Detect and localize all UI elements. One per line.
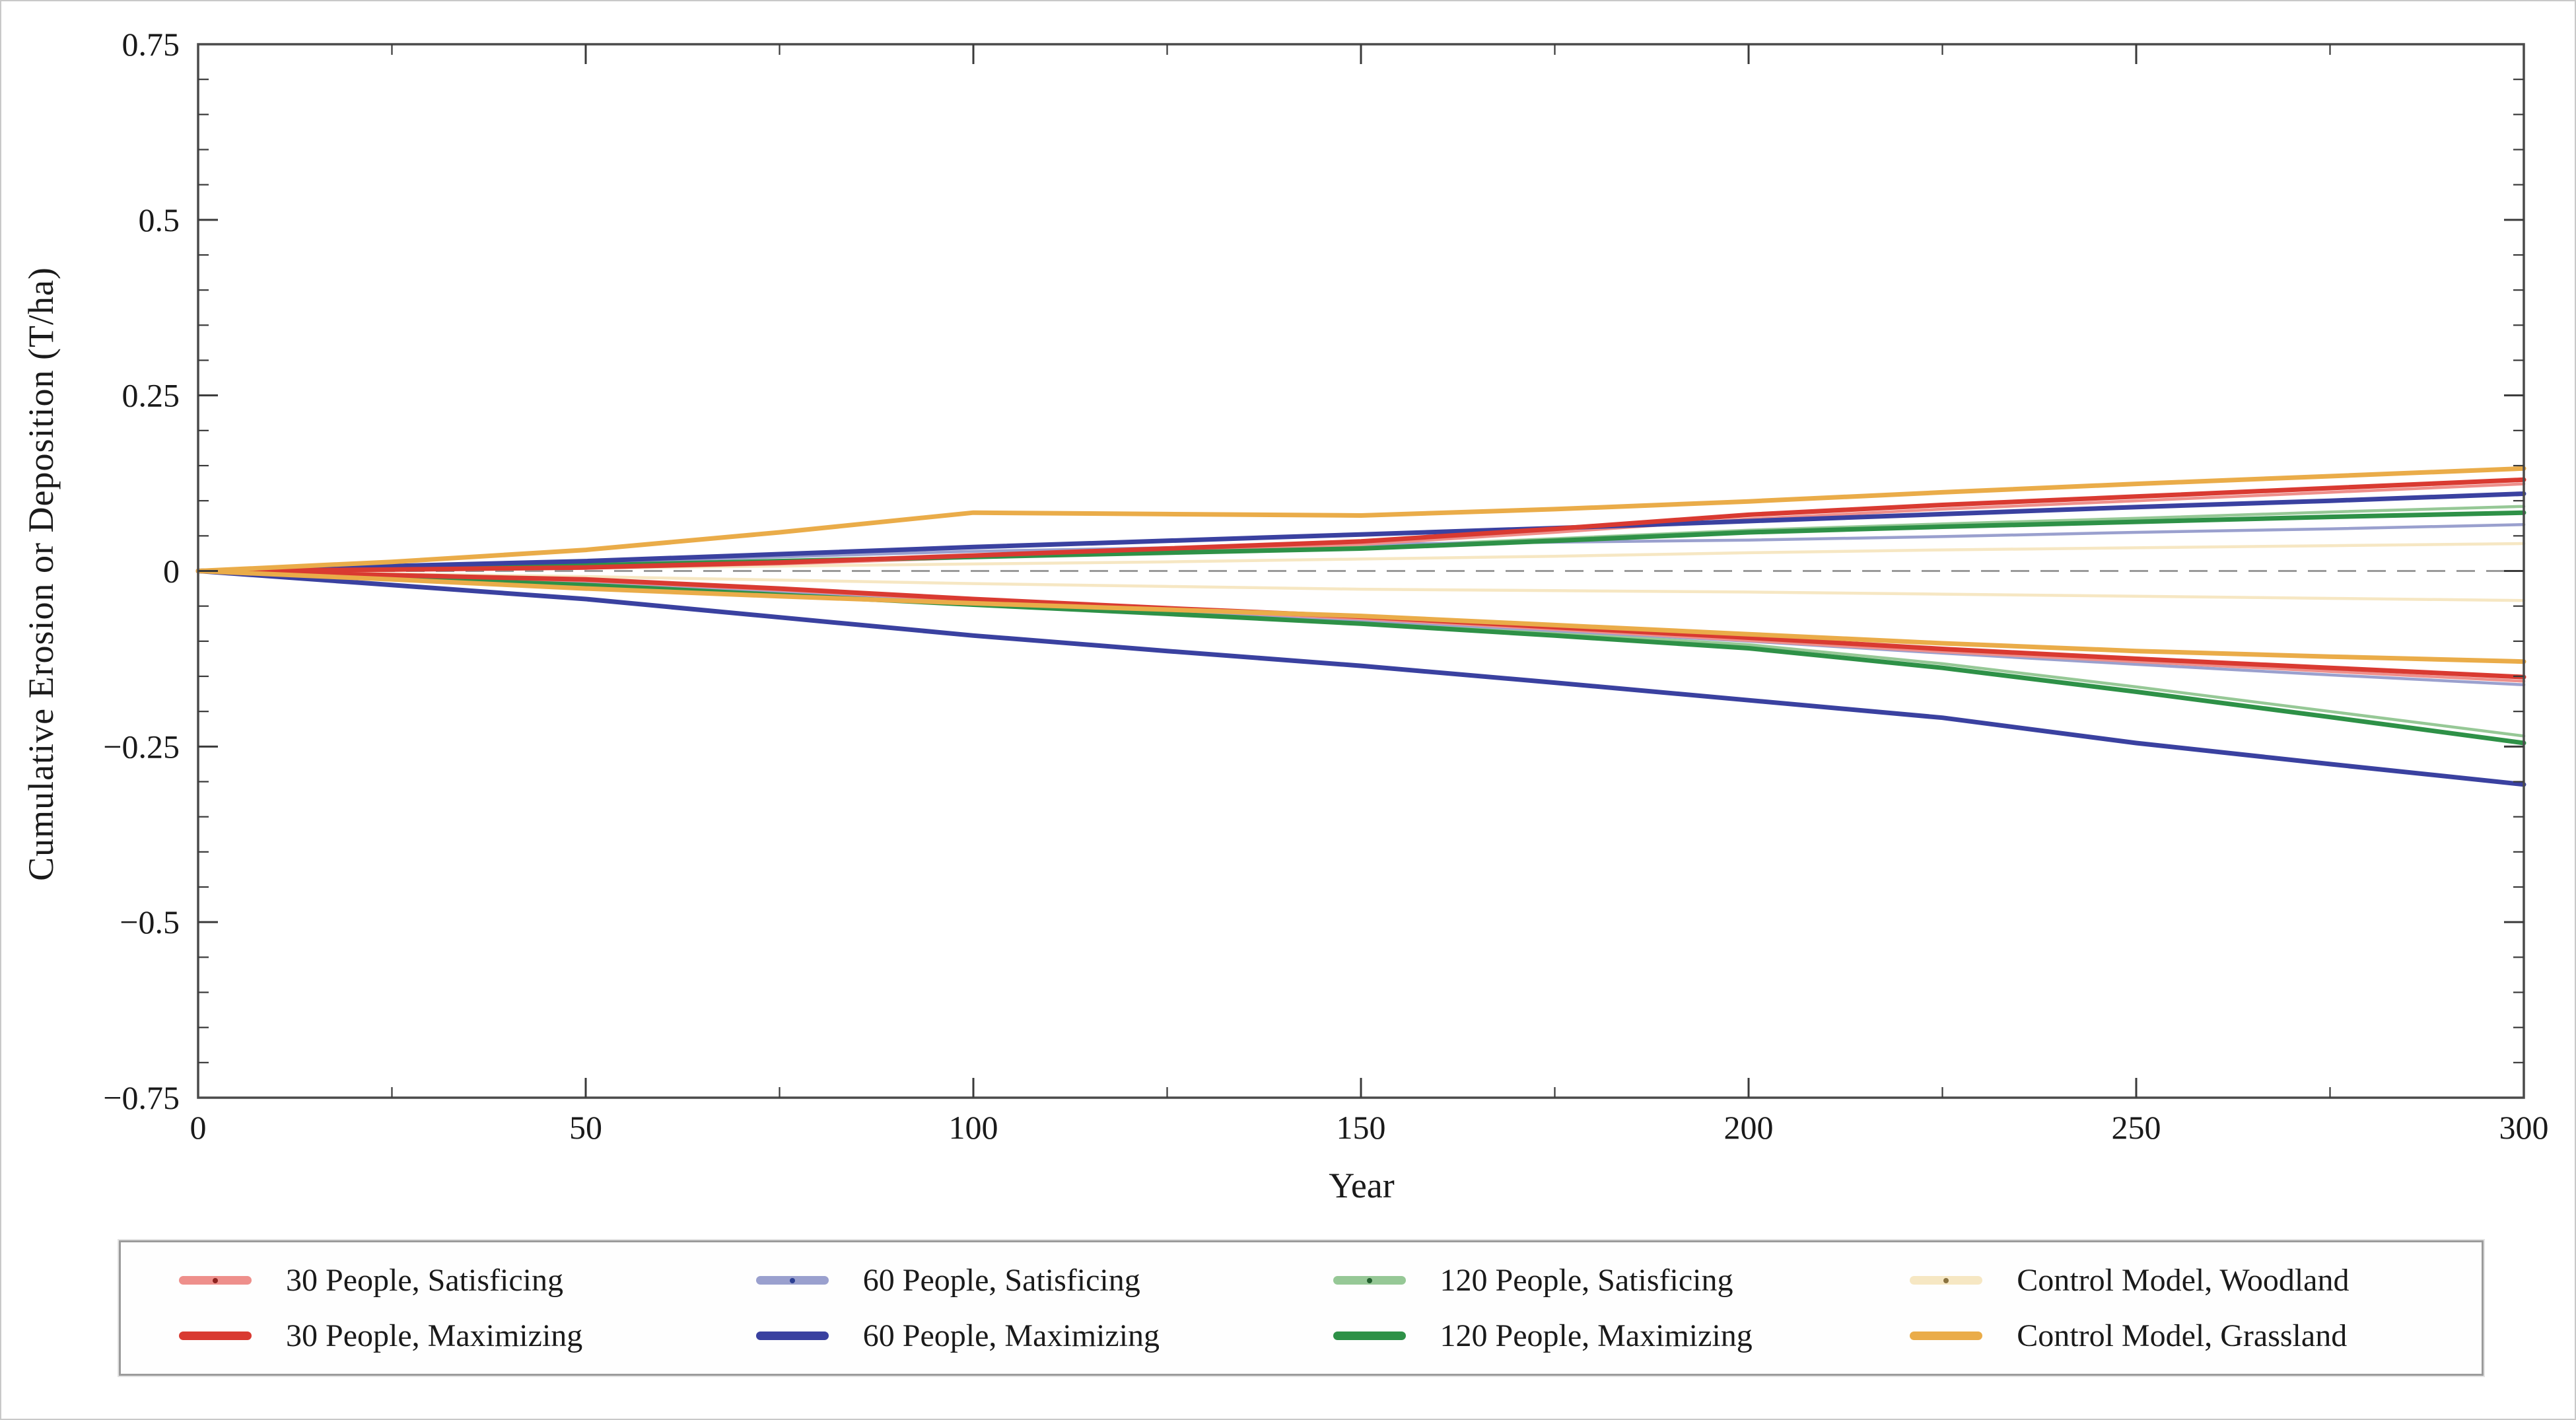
legend: 30 People, Satisficing 30 People, Maximiz…	[119, 1240, 2484, 1376]
legend-column: 30 People, Satisficing 30 People, Maximiz…	[147, 1261, 724, 1355]
legend-label: Control Model, Grassland	[2017, 1318, 2348, 1353]
x-tick-label: 100	[949, 1109, 998, 1146]
legend-swatch	[1910, 1331, 1983, 1340]
legend-item: Control Model, Woodland	[1878, 1261, 2455, 1300]
legend-swatch-marker-dot	[1366, 1277, 1372, 1283]
legend-item: 60 People, Satisficing	[724, 1261, 1302, 1300]
legend-swatch	[1333, 1331, 1406, 1340]
legend-label: 120 People, Maximizing	[1440, 1318, 1753, 1353]
y-tick-label: 0.5	[139, 201, 180, 238]
legend-item: 120 People, Satisficing	[1302, 1261, 1879, 1300]
y-tick-label: 0.75	[122, 26, 180, 63]
y-tick-label: −0.25	[103, 728, 180, 765]
series-line-deposition-control-model-grassland	[195, 466, 2526, 573]
legend-swatch	[1333, 1276, 1406, 1285]
legend-swatch	[179, 1331, 252, 1340]
legend-column: 120 People, Satisficing 120 People, Maxim…	[1302, 1261, 1879, 1355]
legend-swatch-marker-dot	[213, 1277, 218, 1283]
legend-label: 30 People, Satisficing	[286, 1262, 563, 1298]
legend-label: 120 People, Satisficing	[1440, 1262, 1733, 1298]
legend-item: 30 People, Satisficing	[147, 1261, 724, 1300]
x-tick-label: 200	[1724, 1109, 1774, 1146]
x-axis-title: Year	[1329, 1166, 1395, 1205]
legend-label: 60 People, Satisficing	[862, 1262, 1140, 1298]
series-line-erosion-control-model-grassland	[195, 569, 2526, 664]
legend-swatch-marker-dot	[789, 1277, 795, 1283]
legend-item: 120 People, Maximizing	[1302, 1317, 1879, 1355]
series-line-erosion-60-people-maximizing	[195, 569, 2526, 787]
legend-item: Control Model, Grassland	[1878, 1317, 2455, 1355]
y-tick-label: 0.25	[122, 377, 180, 414]
series-line-erosion-control-model-woodland	[196, 569, 2526, 602]
legend-label: 60 People, Maximizing	[862, 1318, 1160, 1353]
series-line-erosion-120-people-maximizing	[195, 569, 2526, 746]
x-tick-label: 300	[2499, 1109, 2549, 1146]
legend-label: 30 People, Maximizing	[286, 1318, 583, 1353]
x-tick-label: 50	[569, 1109, 602, 1146]
legend-swatch	[179, 1276, 252, 1285]
legend-label: Control Model, Woodland	[2017, 1262, 2350, 1298]
legend-item: 30 People, Maximizing	[147, 1317, 724, 1355]
y-axis-title: Cumulative Erosion or Deposition (T/ha)	[21, 267, 61, 881]
legend-column: Control Model, Woodland Control Model, Gr…	[1878, 1261, 2455, 1355]
x-tick-label: 250	[2112, 1109, 2161, 1146]
series-line-deposition-30-people-maximizing	[195, 477, 2526, 573]
y-tick-label: 0	[163, 553, 180, 590]
legend-column: 60 People, Satisficing 60 People, Maximiz…	[724, 1261, 1302, 1355]
x-tick-label: 0	[190, 1109, 207, 1146]
legend-swatch	[1910, 1276, 1983, 1285]
legend-swatch-marker-dot	[1943, 1277, 1949, 1283]
legend-swatch	[755, 1331, 829, 1340]
x-tick-label: 150	[1337, 1109, 1386, 1146]
y-tick-label: −0.5	[120, 904, 180, 941]
legend-item: 60 People, Maximizing	[724, 1317, 1302, 1355]
series-line-deposition-60-people-maximizing	[195, 491, 2526, 573]
legend-swatch	[755, 1276, 829, 1285]
y-tick-label: −0.75	[103, 1079, 180, 1116]
